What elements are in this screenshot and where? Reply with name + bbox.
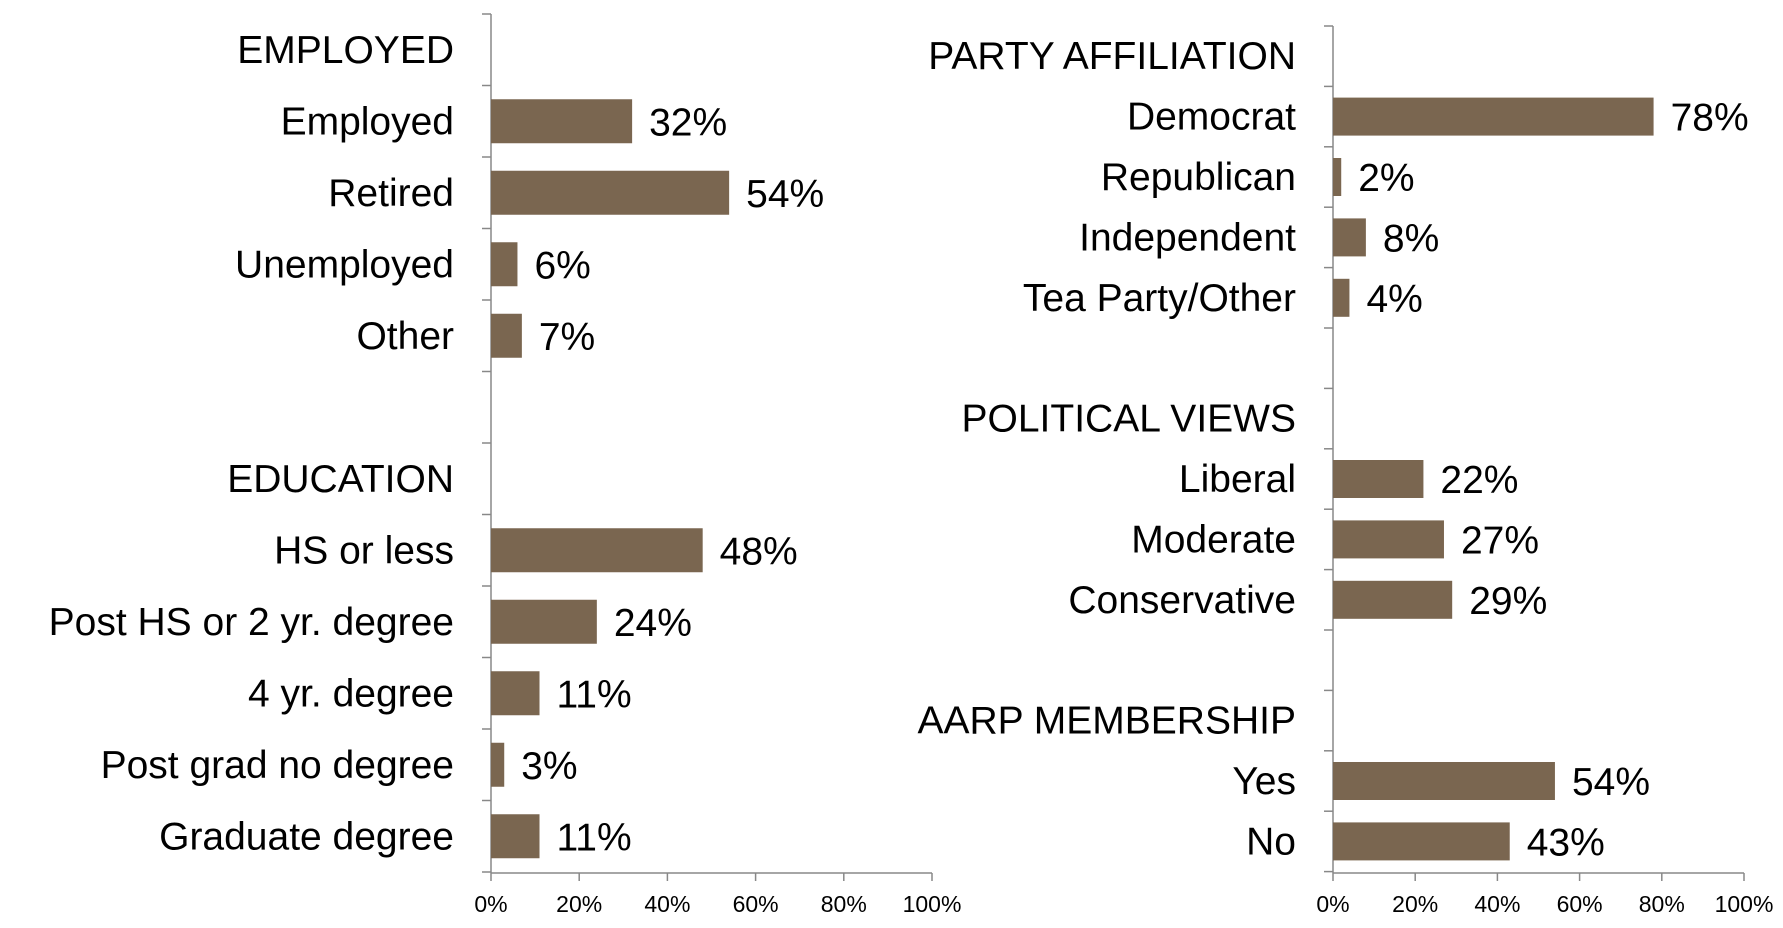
data-label: 27% bbox=[1461, 519, 1539, 562]
category-label: Democrat bbox=[1127, 96, 1296, 139]
bar bbox=[491, 599, 597, 644]
data-label: 11% bbox=[557, 816, 632, 859]
bar bbox=[491, 528, 703, 573]
category-label: Conservative bbox=[1068, 579, 1296, 622]
data-label: 8% bbox=[1383, 217, 1439, 260]
category-label: Post HS or 2 yr. degree bbox=[49, 601, 454, 644]
data-label: 48% bbox=[720, 530, 798, 573]
data-label: 24% bbox=[614, 602, 692, 645]
bar bbox=[1333, 158, 1342, 196]
data-label: 22% bbox=[1440, 459, 1518, 502]
category-label: Independent bbox=[1079, 216, 1296, 259]
x-tick-label: 60% bbox=[733, 891, 779, 917]
x-tick-label: 20% bbox=[556, 891, 602, 917]
category-label: Post grad no degree bbox=[101, 744, 454, 787]
x-tick-label: 20% bbox=[1392, 891, 1438, 917]
section-title: EMPLOYED bbox=[237, 29, 454, 72]
category-label: Other bbox=[356, 315, 454, 358]
bar bbox=[1333, 580, 1453, 619]
category-label: Moderate bbox=[1131, 518, 1296, 561]
bar bbox=[1333, 97, 1654, 136]
data-label: 78% bbox=[1671, 97, 1749, 140]
category-label: Republican bbox=[1101, 156, 1296, 199]
section-title: AARP MEMBERSHIP bbox=[917, 700, 1296, 743]
bar bbox=[491, 170, 730, 215]
x-tick-label: 0% bbox=[1316, 891, 1349, 917]
category-label: HS or less bbox=[274, 529, 454, 572]
bar bbox=[491, 99, 633, 144]
category-label: No bbox=[1246, 820, 1296, 863]
category-label: Tea Party/Other bbox=[1023, 277, 1296, 320]
data-label: 6% bbox=[534, 244, 590, 287]
bar bbox=[491, 313, 522, 358]
x-tick-label: 100% bbox=[1715, 891, 1774, 917]
x-tick-label: 80% bbox=[821, 891, 867, 917]
x-tick-label: 100% bbox=[903, 891, 962, 917]
bar bbox=[491, 671, 540, 716]
section-title: POLITICAL VIEWS bbox=[962, 398, 1296, 441]
data-label: 54% bbox=[746, 173, 824, 216]
category-label: 4 yr. degree bbox=[248, 672, 454, 715]
x-tick-label: 40% bbox=[1474, 891, 1520, 917]
section-title: EDUCATION bbox=[227, 458, 454, 501]
data-label: 54% bbox=[1572, 761, 1650, 804]
category-label: Unemployed bbox=[235, 243, 454, 286]
bar bbox=[1333, 218, 1366, 257]
category-label: Yes bbox=[1232, 760, 1296, 803]
data-label: 32% bbox=[649, 101, 727, 144]
x-tick-label: 80% bbox=[1639, 891, 1685, 917]
bar bbox=[1333, 520, 1444, 559]
x-tick-label: 40% bbox=[644, 891, 690, 917]
category-label: Liberal bbox=[1179, 458, 1296, 501]
bar bbox=[1333, 460, 1424, 498]
category-label: Retired bbox=[328, 172, 454, 215]
bar bbox=[1333, 762, 1555, 800]
x-tick-label: 60% bbox=[1557, 891, 1603, 917]
bar bbox=[491, 814, 540, 859]
bar bbox=[1333, 278, 1350, 317]
category-label: Employed bbox=[281, 100, 454, 143]
section-title: PARTY AFFILIATION bbox=[928, 35, 1296, 78]
category-label: Graduate degree bbox=[159, 815, 454, 858]
data-label: 4% bbox=[1366, 278, 1422, 321]
data-label: 2% bbox=[1358, 157, 1414, 200]
x-tick-label: 0% bbox=[474, 891, 507, 917]
bar bbox=[1333, 822, 1510, 861]
data-label: 11% bbox=[557, 673, 632, 716]
data-label: 43% bbox=[1527, 821, 1605, 864]
bar bbox=[491, 242, 518, 287]
bar bbox=[491, 742, 505, 787]
data-label: 7% bbox=[539, 316, 595, 359]
data-label: 3% bbox=[521, 745, 577, 788]
data-label: 29% bbox=[1469, 580, 1547, 623]
